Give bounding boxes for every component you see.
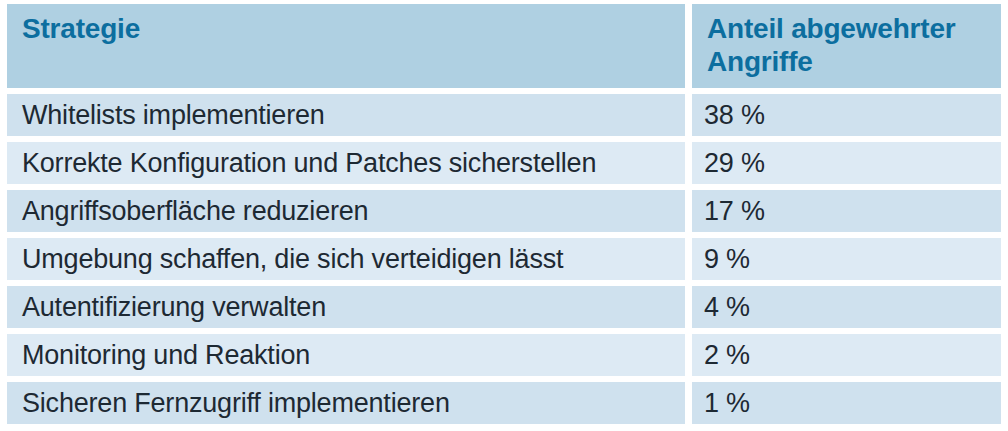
strategy-cell-1: Korrekte Konfiguration und Patches siche…	[7, 142, 685, 184]
share-cell-2: 17 %	[692, 190, 1001, 232]
share-cell-3: 9 %	[692, 238, 1001, 280]
strategy-cell-0: Whitelists implementieren	[7, 94, 685, 136]
column-header-anteil-abgewehrter-angriffe: Anteil abgewehrter Angriffe	[692, 4, 1001, 88]
strategy-cell-4: Autentifizierung verwalten	[7, 286, 685, 328]
share-cell-5: 2 %	[692, 334, 1001, 376]
share-cell-0: 38 %	[692, 94, 1001, 136]
strategy-cell-2: Angriffsoberfläche reduzieren	[7, 190, 685, 232]
share-cell-6: 1 %	[692, 382, 1001, 424]
strategy-cell-6: Sicheren Fernzugriff implementieren	[7, 382, 685, 424]
share-cell-1: 29 %	[692, 142, 1001, 184]
column-header-strategie: Strategie	[7, 4, 685, 88]
strategy-cell-3: Umgebung schaffen, die sich verteidigen …	[7, 238, 685, 280]
strategies-table: Strategie Anteil abgewehrter Angriffe Wh…	[7, 4, 1001, 424]
share-cell-4: 4 %	[692, 286, 1001, 328]
strategy-cell-5: Monitoring und Reaktion	[7, 334, 685, 376]
